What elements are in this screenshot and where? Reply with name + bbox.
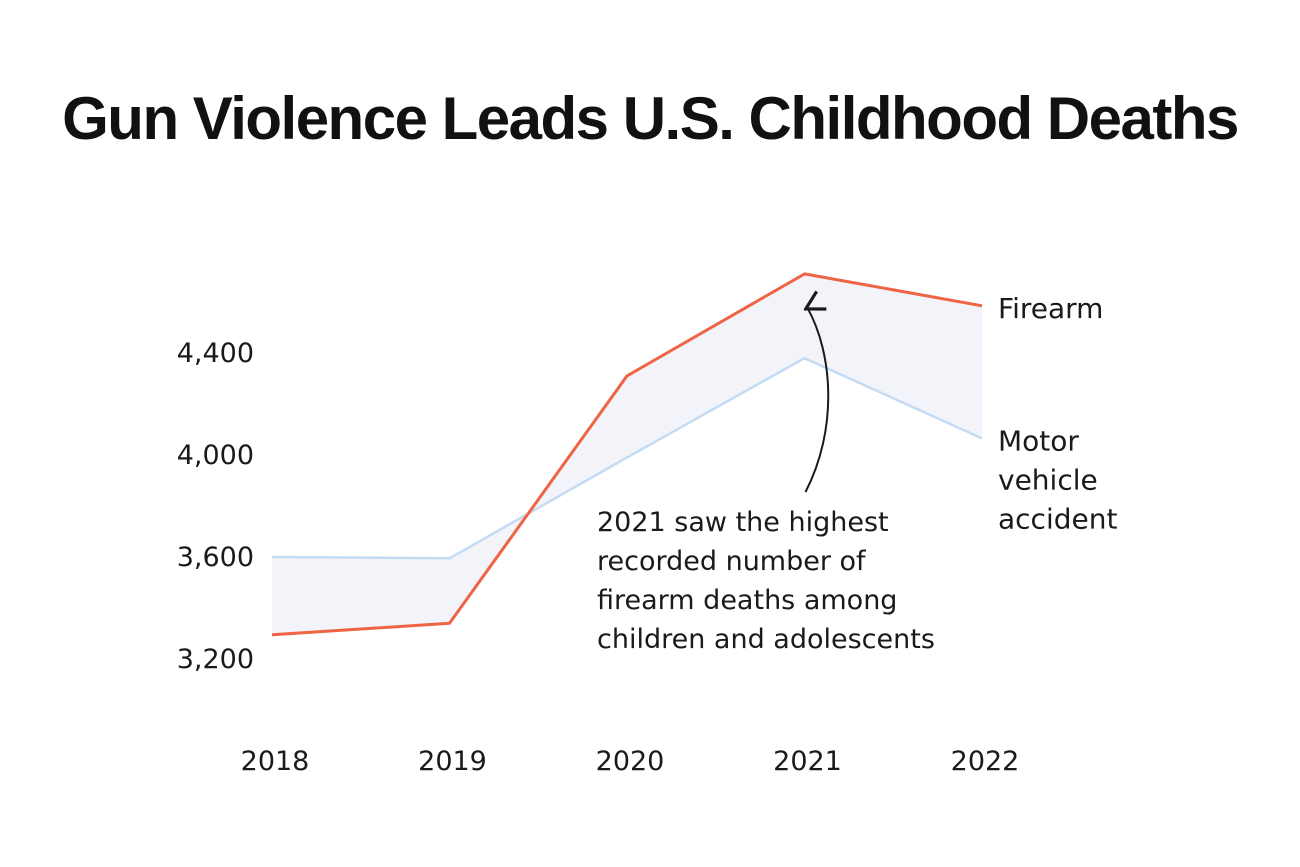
y-tick-label: 4,000 <box>177 440 254 471</box>
annotation-text: 2021 saw the highest recorded number of fi… <box>597 507 935 655</box>
series-labels: Firearm Motor vehicle accident <box>998 292 1117 536</box>
x-tick-label: 2021 <box>773 746 842 777</box>
x-tick-label: 2022 <box>951 746 1020 777</box>
series-label-motor-vehicle-accident: Motor vehicle accident <box>998 424 1117 535</box>
chart-title: Gun Violence Leads U.S. Childhood Deaths <box>62 85 1239 152</box>
annotation-arrow <box>806 308 830 493</box>
y-axis-ticks: 3,200 3,600 4,000 4,400 <box>177 338 254 675</box>
series-lines <box>271 272 983 637</box>
y-tick-label: 4,400 <box>177 338 254 369</box>
x-tick-label: 2018 <box>241 746 310 777</box>
x-tick-label: 2019 <box>418 746 487 777</box>
x-tick-label: 2020 <box>596 746 665 777</box>
gap-area <box>272 273 982 635</box>
y-tick-label: 3,600 <box>177 542 254 573</box>
x-axis-ticks: 2018 2019 2020 2021 2022 <box>241 746 1020 777</box>
series-label-firearm: Firearm <box>998 292 1103 325</box>
y-tick-label: 3,200 <box>177 644 254 675</box>
